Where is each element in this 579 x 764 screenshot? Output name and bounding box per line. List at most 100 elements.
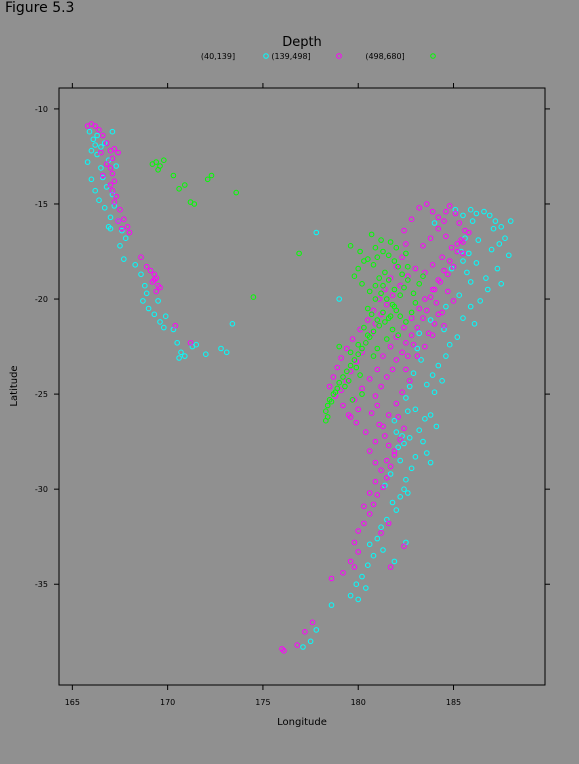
- data-point: [427, 317, 434, 323]
- data-point: [370, 552, 377, 559]
- legend-label: (40,139]: [201, 52, 235, 61]
- data-point: [145, 305, 152, 312]
- data-point: [88, 176, 95, 183]
- data-point: [117, 206, 123, 213]
- data-point: [469, 218, 476, 224]
- data-point: [347, 558, 354, 565]
- data-point: [387, 239, 394, 245]
- data-point: [391, 452, 398, 458]
- data-point: [370, 262, 377, 268]
- data-point: [460, 315, 466, 321]
- data-point: [397, 292, 404, 299]
- data-point: [456, 220, 463, 226]
- x-tick-label: 180: [351, 698, 366, 707]
- data-point: [393, 400, 400, 407]
- data-point: [374, 254, 381, 261]
- data-point: [441, 322, 447, 329]
- data-point: [124, 224, 131, 230]
- data-point: [485, 286, 491, 293]
- data-point: [446, 203, 453, 209]
- data-point: [193, 341, 199, 348]
- data-point: [100, 132, 106, 139]
- data-point: [384, 336, 390, 342]
- data-point: [365, 317, 371, 323]
- data-point: [416, 205, 423, 211]
- data-point: [410, 370, 417, 377]
- data-point: [412, 454, 419, 460]
- data-point: [498, 281, 505, 287]
- data-point: [403, 241, 409, 247]
- data-point: [492, 218, 499, 224]
- data-point: [380, 309, 386, 316]
- data-point: [366, 541, 373, 548]
- data-point: [355, 406, 362, 413]
- data-point: [414, 353, 421, 359]
- data-point: [170, 172, 177, 179]
- y-tick-label: -10: [35, 105, 48, 114]
- data-point: [378, 290, 384, 297]
- data-point: [187, 340, 194, 346]
- legend-label: (139,498]: [271, 52, 310, 61]
- x-axis-label: Longitude: [277, 717, 327, 728]
- data-point: [380, 282, 386, 289]
- data-point: [138, 271, 144, 278]
- data-point: [365, 562, 371, 569]
- data-point: [384, 301, 390, 308]
- data-point: [427, 294, 434, 300]
- data-point: [427, 459, 434, 466]
- data-point: [151, 277, 158, 283]
- data-point: [384, 475, 390, 481]
- data-point: [300, 644, 306, 650]
- data-point: [385, 315, 392, 321]
- data-point: [365, 332, 371, 339]
- data-point: [115, 149, 121, 156]
- legend-marker: [263, 53, 269, 59]
- data-point: [359, 573, 365, 580]
- data-point: [450, 298, 457, 304]
- data-point: [454, 248, 461, 255]
- data-point: [448, 244, 455, 251]
- data-point: [117, 243, 123, 249]
- figure-label: Figure 5.3: [5, 0, 75, 16]
- data-point: [359, 281, 365, 287]
- data-point: [372, 438, 379, 445]
- data-point: [345, 378, 352, 384]
- data-point: [431, 321, 438, 327]
- legend-label: (498,680]: [365, 52, 404, 61]
- data-point: [490, 225, 497, 232]
- data-point: [100, 172, 106, 179]
- data-point: [433, 423, 440, 430]
- data-point: [393, 244, 400, 251]
- data-point: [279, 646, 285, 652]
- data-point: [475, 237, 482, 243]
- data-point: [162, 313, 169, 320]
- data-point: [153, 288, 159, 295]
- data-point: [109, 170, 116, 177]
- data-point: [372, 393, 379, 399]
- data-point: [174, 340, 180, 346]
- data-point: [359, 391, 365, 397]
- data-point: [401, 284, 407, 291]
- data-point: [410, 341, 417, 348]
- legend-marker: [430, 53, 436, 59]
- data-point: [393, 357, 400, 363]
- data-point: [416, 427, 423, 434]
- data-point: [109, 187, 116, 194]
- data-point: [203, 351, 209, 358]
- data-point: [359, 345, 365, 352]
- data-point: [355, 596, 362, 603]
- legend-marker: [336, 53, 342, 59]
- data-point: [229, 321, 236, 327]
- data-point: [374, 402, 381, 409]
- data-point: [443, 303, 449, 310]
- data-point: [441, 326, 447, 333]
- data-point: [351, 564, 358, 570]
- data-point: [405, 273, 411, 280]
- y-tick-label: -35: [35, 580, 48, 589]
- data-point: [344, 378, 350, 384]
- data-point: [431, 286, 438, 293]
- data-point: [399, 271, 405, 278]
- data-point: [435, 311, 442, 318]
- x-tick-label: 185: [446, 698, 461, 707]
- data-point: [345, 412, 352, 418]
